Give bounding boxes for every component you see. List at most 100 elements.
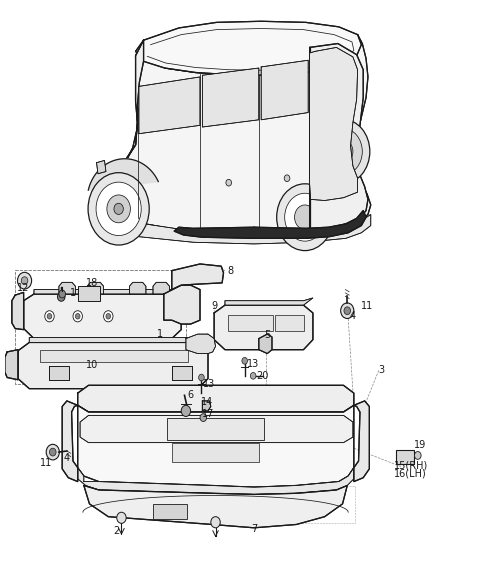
Polygon shape [214, 305, 313, 350]
Circle shape [415, 452, 421, 460]
Circle shape [341, 303, 354, 319]
Text: 18: 18 [86, 278, 98, 288]
Text: 14: 14 [201, 397, 213, 407]
Polygon shape [5, 350, 18, 380]
Bar [275, 315, 303, 331]
Bar [396, 450, 414, 464]
Text: 19: 19 [414, 440, 426, 450]
Polygon shape [96, 160, 106, 174]
Polygon shape [87, 282, 104, 294]
Circle shape [47, 314, 52, 319]
Text: 8: 8 [228, 266, 234, 276]
Circle shape [45, 311, 54, 322]
Bar [228, 315, 273, 331]
Text: 12: 12 [16, 283, 29, 294]
Text: 15(RH): 15(RH) [394, 461, 428, 470]
Polygon shape [153, 282, 169, 294]
Polygon shape [225, 298, 313, 305]
Polygon shape [174, 211, 366, 239]
Text: 3: 3 [378, 365, 384, 375]
Polygon shape [92, 35, 371, 234]
Circle shape [75, 314, 80, 319]
Text: 6: 6 [188, 390, 193, 400]
Polygon shape [261, 60, 308, 120]
Text: 17: 17 [202, 409, 214, 419]
Polygon shape [84, 486, 347, 528]
Circle shape [106, 314, 110, 319]
Circle shape [284, 175, 290, 182]
Text: 20: 20 [256, 371, 269, 381]
Circle shape [17, 272, 32, 289]
Circle shape [96, 182, 141, 236]
Polygon shape [34, 283, 181, 294]
Polygon shape [135, 21, 361, 75]
Text: 11: 11 [40, 458, 52, 468]
Bar [172, 442, 259, 462]
Polygon shape [203, 401, 211, 411]
Polygon shape [92, 214, 371, 244]
Polygon shape [88, 159, 158, 190]
Polygon shape [62, 401, 78, 482]
Text: 4: 4 [64, 453, 70, 463]
Polygon shape [354, 401, 370, 482]
Bar [167, 417, 264, 440]
Circle shape [315, 119, 370, 184]
Text: 1: 1 [70, 288, 76, 298]
Circle shape [58, 293, 65, 301]
Text: 7: 7 [251, 524, 257, 534]
Circle shape [251, 373, 256, 379]
Circle shape [73, 311, 83, 322]
Circle shape [49, 448, 56, 456]
Polygon shape [259, 334, 272, 353]
Polygon shape [18, 343, 208, 389]
Circle shape [285, 193, 325, 241]
Text: 10: 10 [86, 360, 98, 370]
Circle shape [200, 414, 206, 421]
Text: 4: 4 [350, 311, 356, 321]
Circle shape [88, 173, 149, 245]
Polygon shape [78, 467, 354, 494]
Circle shape [276, 184, 333, 250]
Circle shape [59, 290, 65, 298]
Polygon shape [203, 68, 259, 127]
Polygon shape [92, 40, 144, 217]
Circle shape [46, 444, 60, 460]
Polygon shape [24, 294, 181, 339]
Text: 13: 13 [247, 358, 259, 369]
Polygon shape [78, 406, 354, 487]
Text: 5: 5 [264, 330, 270, 340]
Polygon shape [139, 77, 200, 133]
Circle shape [211, 517, 220, 528]
Text: 13: 13 [204, 379, 216, 389]
Polygon shape [49, 366, 69, 380]
Bar [153, 504, 187, 520]
Polygon shape [130, 282, 146, 294]
Polygon shape [186, 334, 216, 353]
Polygon shape [172, 366, 192, 380]
Polygon shape [310, 47, 358, 201]
Circle shape [21, 277, 28, 285]
Circle shape [117, 512, 126, 523]
Polygon shape [164, 285, 200, 324]
Circle shape [339, 147, 346, 156]
Text: 9: 9 [211, 301, 217, 311]
Bar [40, 350, 188, 362]
Polygon shape [172, 264, 224, 290]
Circle shape [107, 195, 131, 223]
Bar [78, 286, 100, 301]
Circle shape [332, 139, 353, 164]
Polygon shape [12, 293, 24, 329]
Circle shape [226, 179, 231, 186]
Polygon shape [80, 415, 353, 442]
Text: 11: 11 [361, 301, 373, 311]
Circle shape [344, 307, 350, 315]
Circle shape [104, 311, 113, 322]
Circle shape [181, 406, 191, 416]
Polygon shape [310, 44, 368, 231]
Circle shape [295, 205, 315, 229]
Circle shape [242, 357, 248, 364]
Bar [230, 486, 355, 523]
Polygon shape [29, 334, 208, 343]
Circle shape [199, 374, 204, 381]
Circle shape [323, 128, 362, 175]
